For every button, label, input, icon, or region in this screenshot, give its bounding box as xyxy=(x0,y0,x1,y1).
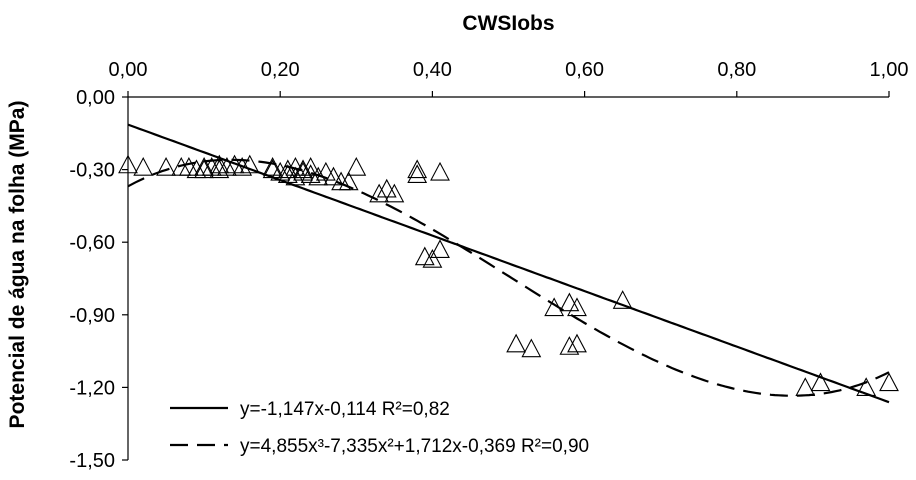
data-point xyxy=(194,159,215,179)
data-point xyxy=(232,157,253,176)
data-point xyxy=(567,333,587,353)
x-axis-ticks: 0,00 0,20 0,40 0,60 0,80 1,00 xyxy=(109,59,909,97)
data-point xyxy=(293,159,313,179)
plot-area: 0,00 0,20 0,40 0,60 0,80 1,00 0,00 -0,30 -0,60 -… xyxy=(69,59,908,472)
data-point xyxy=(346,157,367,176)
data-point xyxy=(407,159,428,179)
data-point xyxy=(810,372,831,392)
data-point xyxy=(338,171,359,191)
data-point xyxy=(422,248,443,268)
data-point xyxy=(544,297,565,317)
data-point xyxy=(118,154,138,174)
data-point xyxy=(856,377,877,396)
data-point xyxy=(612,290,633,309)
polynomial-fit-line xyxy=(127,158,890,397)
data-point xyxy=(217,157,237,176)
y-axis-ticks: 0,00 -0,30 -0,60 -0,90 -1,20 -1,50 xyxy=(69,87,128,472)
data-point xyxy=(795,377,816,396)
y-axis-title: Potencial de água na folha (MPa) xyxy=(6,101,29,429)
data-point xyxy=(879,372,899,392)
y-tick-label: -0,60 xyxy=(69,232,115,254)
x-tick-label: 1,00 xyxy=(870,59,909,81)
linear-fit-line xyxy=(127,123,890,404)
data-point xyxy=(262,157,283,176)
data-point xyxy=(376,178,397,198)
y-tick-label: 0,00 xyxy=(76,87,115,109)
data-point xyxy=(315,161,336,181)
x-tick-label: 0,80 xyxy=(717,59,756,81)
y-tick-label: -0,90 xyxy=(69,305,115,327)
data-point xyxy=(285,166,306,186)
data-point xyxy=(277,159,298,179)
x-tick-label: 0,20 xyxy=(261,59,300,81)
x-tick-label: 0,60 xyxy=(565,59,604,81)
legend-label: y=-1,147x-0,114 R²=0,82 xyxy=(240,399,450,420)
data-point xyxy=(559,292,580,312)
x-axis-title: CWSIobs xyxy=(462,12,554,35)
data-point xyxy=(209,159,230,179)
data-point xyxy=(300,157,321,176)
data-point xyxy=(559,336,580,355)
data-point xyxy=(506,333,527,353)
data-point xyxy=(239,154,260,174)
data-point xyxy=(156,157,176,176)
data-point xyxy=(308,166,329,186)
data-point xyxy=(323,166,344,186)
legend-label: y=4,855x³-7,335x²+1,712x-0,369 R²=0,90 xyxy=(240,436,589,457)
x-tick-label: 0,40 xyxy=(413,59,452,81)
x-tick-label: 0,00 xyxy=(109,59,148,81)
data-points xyxy=(118,154,899,396)
y-tick-label: -1,50 xyxy=(69,450,115,472)
trendlines xyxy=(127,123,890,404)
data-point xyxy=(567,297,587,317)
data-point xyxy=(369,183,390,203)
y-tick-label: -0,30 xyxy=(69,160,115,182)
data-point xyxy=(521,338,542,358)
data-point xyxy=(430,239,450,259)
data-point xyxy=(384,183,405,203)
data-point xyxy=(407,164,428,183)
legend: y=-1,147x-0,114 R²=0,82 y=4,855x³-7,335x²… xyxy=(170,399,589,457)
y-tick-label: -1,20 xyxy=(69,377,115,399)
data-point xyxy=(133,157,154,176)
data-point xyxy=(430,161,450,181)
